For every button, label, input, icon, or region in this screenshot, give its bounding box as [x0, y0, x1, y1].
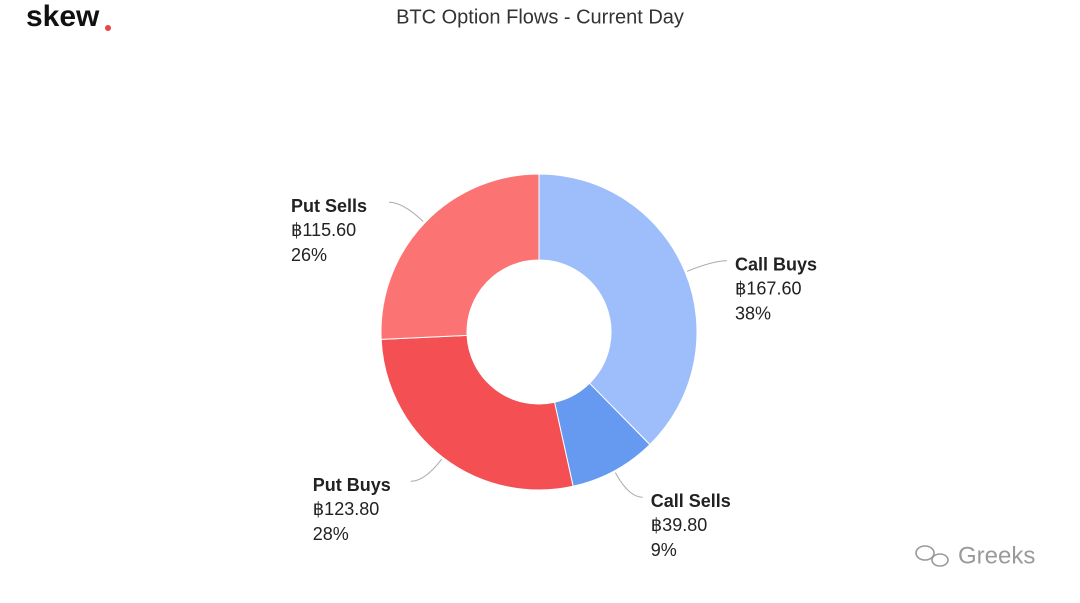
connector — [686, 260, 727, 272]
percent-label: 9% — [651, 540, 677, 560]
value-label: ฿115.60 — [291, 220, 356, 240]
percent-label: 38% — [735, 303, 771, 323]
connector — [614, 472, 643, 498]
slice-label: Call Buys — [735, 254, 817, 274]
value-label: ฿167.60 — [735, 278, 802, 298]
value-label: ฿123.80 — [313, 499, 380, 519]
percent-label: 26% — [291, 245, 327, 265]
logo-dot — [105, 25, 111, 31]
logo: skew — [26, 0, 100, 33]
connector — [388, 201, 424, 222]
connector — [410, 458, 443, 482]
slice — [538, 173, 698, 446]
slice-label: Put Buys — [313, 475, 391, 495]
slice-label: Put Sells — [291, 196, 367, 216]
chart-title: BTC Option Flows - Current Day — [396, 6, 684, 28]
slice — [380, 334, 574, 491]
watermark: Greeks — [958, 542, 1035, 569]
slice-label: Call Sells — [651, 491, 731, 511]
slice — [380, 173, 540, 340]
watermark-icon — [915, 545, 949, 567]
percent-label: 28% — [313, 524, 349, 544]
value-label: ฿39.80 — [651, 515, 708, 535]
